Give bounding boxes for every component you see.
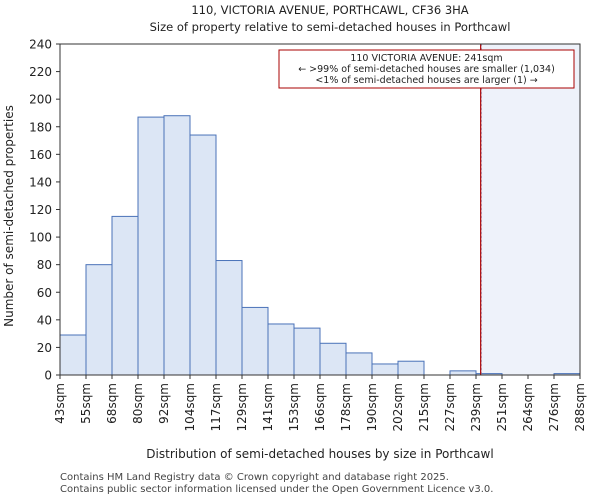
footer-licence: Contains public sector information licen… [60,484,494,495]
x-tick-label: 202sqm [391,383,405,431]
y-tick-label: 200 [29,93,52,107]
bar-80sqm [137,116,165,376]
y-tick-label: 120 [29,203,52,217]
y-tick-label: 80 [37,258,52,272]
x-tick-label: 129sqm [235,383,249,431]
chart-subtitle: Size of property relative to semi-detach… [150,20,511,34]
y-tick-label: 160 [29,148,52,162]
y-tick-label: 100 [29,231,52,245]
y-tick-label: 140 [29,175,52,189]
bar-55sqm [85,264,113,376]
x-tick-label: 288sqm [573,383,587,431]
y-tick-label: 0 [44,369,52,383]
annotation-line-1: 110 VICTORIA AVENUE: 241sqm [350,53,502,64]
bar-92sqm [163,115,191,376]
bar-227sqm [449,370,477,376]
y-tick-label: 40 [37,313,52,327]
x-tick-label: 251sqm [495,383,509,431]
x-tick-label: 117sqm [209,383,223,431]
x-tick-label: 264sqm [521,383,535,431]
x-tick-label: 166sqm [313,383,327,431]
y-tick-label: 220 [29,65,52,79]
bar-104sqm [189,134,217,376]
y-tick-label: 60 [37,286,52,300]
x-tick-label: 227sqm [443,383,457,431]
x-tick-label: 153sqm [287,383,301,431]
y-tick-label: 240 [29,38,52,52]
bar-178sqm [345,352,373,376]
bar-129sqm [241,306,269,376]
chart-title: 110, VICTORIA AVENUE, PORTHCAWL, CF36 3H… [191,3,468,17]
x-tick-label: 276sqm [547,383,561,431]
y-tick-label: 180 [29,120,52,134]
bar-153sqm [293,327,321,376]
x-tick-label: 92sqm [157,383,171,424]
x-tick-label: 104sqm [183,383,197,431]
annotation-box [278,49,575,89]
x-tick-label: 190sqm [365,383,379,431]
x-tick-label: 141sqm [261,383,275,431]
bar-43sqm [59,334,87,376]
annotation-line-2: ← >99% of semi-detached houses are small… [298,64,555,75]
x-tick-label: 178sqm [339,383,353,431]
annotation-line-3: <1% of semi-detached houses are larger (… [315,75,537,86]
x-tick-label: 55sqm [79,383,93,424]
footer-copyright: Contains HM Land Registry data © Crown c… [60,472,449,483]
bar-202sqm [397,360,425,376]
y-tick-label: 20 [37,341,52,355]
bar-117sqm [215,260,243,376]
bar-141sqm [267,323,295,376]
bar-68sqm [111,215,139,376]
x-tick-label: 43sqm [53,383,67,424]
x-tick-label: 215sqm [417,383,431,431]
x-tick-label: 68sqm [105,383,119,424]
x-tick-label: 80sqm [131,383,145,424]
bar-166sqm [319,342,347,376]
x-tick-label: 239sqm [469,383,483,431]
y-axis-label: Number of semi-detached properties [2,105,16,327]
x-axis-label: Distribution of semi-detached houses by … [146,447,493,461]
bar-190sqm [371,363,399,376]
highlight-shade [480,44,580,375]
